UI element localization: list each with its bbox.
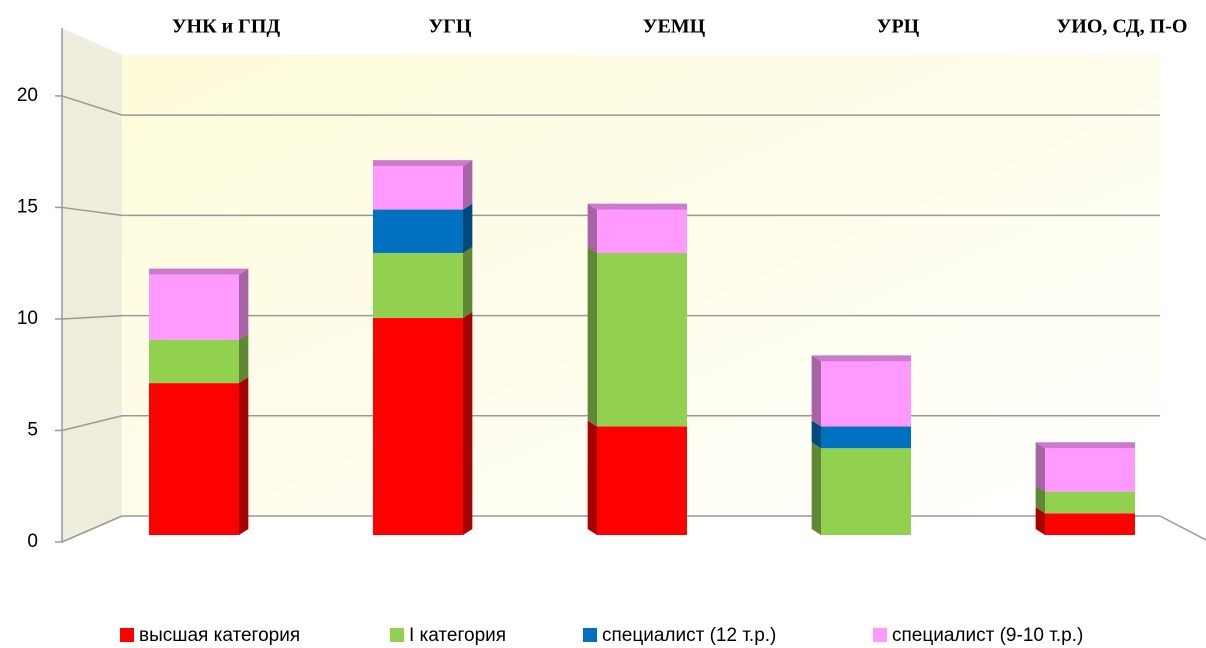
bar-side <box>239 333 249 384</box>
y-tick-label: 5 <box>27 419 38 440</box>
bar-side <box>239 377 249 535</box>
bar-segment <box>149 274 239 340</box>
bar-top <box>1035 442 1135 449</box>
bar-side <box>587 420 597 535</box>
bar-segment <box>821 426 911 449</box>
bar-top <box>587 203 687 210</box>
category-label: УНК и ГПД <box>172 16 281 38</box>
bar-side <box>811 420 821 449</box>
y-tick-label: 20 <box>17 85 38 106</box>
legend-label: специалист (12 т.р.) <box>602 625 776 646</box>
grid-line <box>61 515 123 543</box>
bar-segment <box>1045 448 1135 492</box>
bar-top <box>811 355 911 362</box>
bar-top <box>373 160 473 167</box>
bar-segment <box>373 252 463 319</box>
bar-side <box>587 203 597 253</box>
bar-side <box>463 312 473 535</box>
bar-segment <box>149 383 239 535</box>
bar-side <box>463 160 473 210</box>
bar-segment <box>373 166 463 210</box>
bar-segment <box>1045 513 1135 535</box>
bar-side <box>1035 485 1045 514</box>
category-label: УГЦ <box>429 16 472 38</box>
category-label: УРЦ <box>877 16 920 38</box>
legend-swatch <box>390 628 404 642</box>
bar-side <box>1035 442 1045 492</box>
bar-segment <box>373 318 463 535</box>
y-tick-label: 15 <box>17 196 38 217</box>
bar-side <box>463 246 473 319</box>
bar-segment <box>597 209 687 253</box>
grid-line <box>61 95 123 116</box>
bar-side <box>811 442 821 535</box>
y-tick-label: 10 <box>17 308 38 329</box>
bar-side <box>811 355 821 427</box>
bar-segment <box>821 448 911 535</box>
bar-top <box>149 268 249 275</box>
category-label: УИО, СД, П-О <box>1057 16 1188 38</box>
grid-line <box>61 314 123 320</box>
y-tick-label: 0 <box>27 531 38 552</box>
bar-side <box>1035 507 1045 535</box>
bar-segment <box>373 209 463 253</box>
bar-segment <box>149 339 239 384</box>
legend-swatch <box>120 628 134 642</box>
legend-swatch <box>583 628 597 642</box>
bar-side <box>463 203 473 253</box>
legend-label: высшая категория <box>139 625 300 646</box>
grid-line <box>61 415 123 432</box>
legend-swatch <box>873 628 887 642</box>
grid-line <box>61 206 123 217</box>
side-wall <box>62 28 122 542</box>
category-label: УЕМЦ <box>643 16 706 38</box>
legend-label: I категория <box>409 625 506 646</box>
legend-label: специалист (9-10 т.р.) <box>892 625 1083 646</box>
bar-segment <box>597 426 687 535</box>
bar-side <box>239 268 249 340</box>
bar-segment <box>1045 491 1135 514</box>
bar-side <box>587 246 597 427</box>
bar-segment <box>821 361 911 427</box>
floor-edge <box>1159 515 1206 541</box>
bar-segment <box>597 252 687 427</box>
